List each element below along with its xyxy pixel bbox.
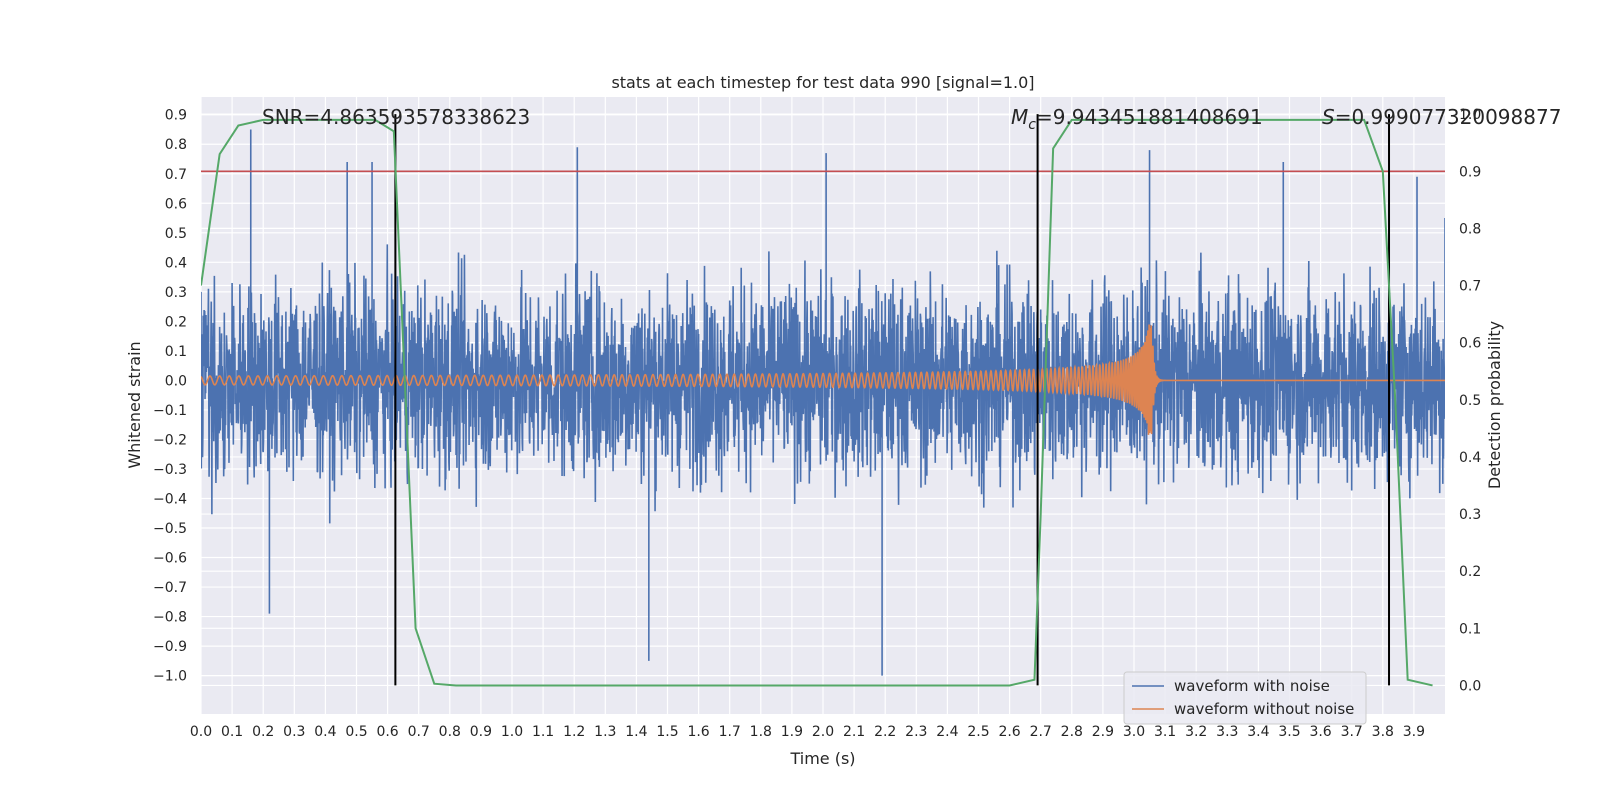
y-tick-label: −0.4 <box>153 491 187 507</box>
y-tick-label: 0.8 <box>165 137 187 153</box>
x-tick-label: 1.0 <box>501 724 523 740</box>
x-tick-label: 0.6 <box>376 724 398 740</box>
chart-title: stats at each timestep for test data 990… <box>611 73 1034 92</box>
snr-annotation: SNR=4.863593578338623 <box>262 105 530 129</box>
y-tick-label: 0.7 <box>165 167 187 183</box>
x-tick-label: 3.6 <box>1309 724 1331 740</box>
x-tick-label: 3.4 <box>1247 724 1269 740</box>
y2-tick-label: 0.4 <box>1459 450 1481 466</box>
x-tick-label: 1.7 <box>719 724 741 740</box>
y-tick-label: −0.1 <box>153 403 187 419</box>
y-tick-label: 0.6 <box>165 196 187 212</box>
legend-box <box>1123 671 1367 725</box>
y-tick-label: −0.7 <box>153 580 187 596</box>
y-tick-label: −0.8 <box>153 610 187 626</box>
y2-axis-label: Detection probability <box>1485 321 1504 489</box>
x-tick-label: 3.8 <box>1372 724 1394 740</box>
y2-tick-label: 0.8 <box>1459 221 1481 237</box>
y2-tick-label: 0.7 <box>1459 279 1481 295</box>
y-tick-label: 0.3 <box>165 285 187 301</box>
x-tick-label: 2.7 <box>1030 724 1052 740</box>
x-tick-label: 0.9 <box>470 724 492 740</box>
x-tick-label: 1.5 <box>656 724 678 740</box>
y2-tick-label: 0.1 <box>1459 621 1481 637</box>
legend-label-clean: waveform without noise <box>1174 700 1354 718</box>
y2-tick-label: 0.3 <box>1459 507 1481 523</box>
x-tick-label: 3.5 <box>1278 724 1300 740</box>
chirp-mass-symbol: M <box>1011 105 1028 129</box>
x-tick-label: 1.2 <box>563 724 585 740</box>
x-tick-label: 2.5 <box>967 724 989 740</box>
y-tick-label: −0.5 <box>153 521 187 537</box>
chirp-mass-subscript: c <box>1028 117 1036 133</box>
x-tick-label: 1.1 <box>532 724 554 740</box>
y-tick-labels: 0.9 0.8 0.7 0.6 0.5 0.4 0.3 0.2 0.1 0.0 −0.1 −0.2 −0… <box>153 108 187 685</box>
x-tick-label: 2.3 <box>905 724 927 740</box>
x-tick-label: 2.6 <box>998 724 1020 740</box>
y-grid <box>201 114 1445 677</box>
y-tick-label: −1.0 <box>153 669 187 685</box>
y-tick-label: −0.3 <box>153 462 187 478</box>
x-tick-label: 3.9 <box>1403 724 1425 740</box>
y-tick-label: −0.6 <box>153 551 187 567</box>
legend: waveform with noise waveform without noi… <box>1123 671 1367 725</box>
clean-waveform-line <box>201 324 1445 435</box>
chirp-mass-annotation: Mc=9.943451881408691 <box>1011 105 1263 133</box>
x-tick-label: 3.2 <box>1185 724 1207 740</box>
y-tick-label: 0.9 <box>165 108 187 124</box>
s-value: =0.999077320098877 <box>1335 105 1562 129</box>
x-tick-label: 2.2 <box>874 724 896 740</box>
x-tick-label: 0.8 <box>439 724 461 740</box>
x-tick-label: 2.4 <box>936 724 958 740</box>
s-symbol: S <box>1322 105 1335 129</box>
y-tick-label: −0.2 <box>153 432 187 448</box>
x-tick-label: 2.8 <box>1061 724 1083 740</box>
y2-tick-label: 0.6 <box>1459 336 1481 352</box>
y2-tick-label: 1.0 <box>1459 107 1481 123</box>
x-tick-label: 2.0 <box>812 724 834 740</box>
x-tick-label: 1.9 <box>781 724 803 740</box>
x-tick-label: 0.5 <box>345 724 367 740</box>
y2-tick-label: 0.5 <box>1459 393 1481 409</box>
y-tick-label: 0.2 <box>165 314 187 330</box>
x-tick-label: 0.3 <box>283 724 305 740</box>
y-tick-label: −0.9 <box>153 639 187 655</box>
x-tick-label: 3.0 <box>1123 724 1145 740</box>
y-tick-label: 0.0 <box>165 373 187 389</box>
x-tick-label: 0.0 <box>190 724 212 740</box>
y-tick-label: 0.5 <box>165 226 187 242</box>
chirp-mass-value: =9.943451881408691 <box>1036 105 1263 129</box>
x-tick-labels: 0.0 0.1 0.2 0.3 0.4 0.5 0.6 0.7 0.8 0.9 1.0 1.1 1.2 1… <box>190 724 1425 740</box>
y2-tick-labels: 1.0 0.9 0.8 0.7 0.6 0.5 0.4 0.3 0.2 0.1 0.0 <box>1459 107 1481 694</box>
x-tick-label: 0.1 <box>221 724 243 740</box>
x-tick-label: 0.7 <box>408 724 430 740</box>
s-annotation: S=0.999077320098877 <box>1322 105 1561 129</box>
x-tick-label: 0.4 <box>314 724 336 740</box>
y-axis-label: Whitened strain <box>125 341 144 468</box>
x-tick-label: 3.1 <box>1154 724 1176 740</box>
probability-line <box>201 118 1433 687</box>
x-tick-label: 1.6 <box>687 724 709 740</box>
x-tick-label: 1.4 <box>625 724 647 740</box>
x-tick-label: 3.7 <box>1341 724 1363 740</box>
legend-label-noisy: waveform with noise <box>1174 677 1330 695</box>
y2-tick-label: 0.0 <box>1459 678 1481 694</box>
y-tick-label: 0.1 <box>165 344 187 360</box>
y2-tick-label: 0.2 <box>1459 564 1481 580</box>
y2-tick-label: 0.9 <box>1459 164 1481 180</box>
x-tick-label: 3.3 <box>1216 724 1238 740</box>
y-tick-label: 0.4 <box>165 255 187 271</box>
x-tick-label: 1.8 <box>750 724 772 740</box>
x-tick-label: 2.1 <box>843 724 865 740</box>
noisy-waveform-line <box>201 129 1445 676</box>
x-axis-label: Time (s) <box>789 749 855 768</box>
x-tick-label: 1.3 <box>594 724 616 740</box>
x-tick-label: 0.2 <box>252 724 274 740</box>
x-tick-label: 2.9 <box>1092 724 1114 740</box>
